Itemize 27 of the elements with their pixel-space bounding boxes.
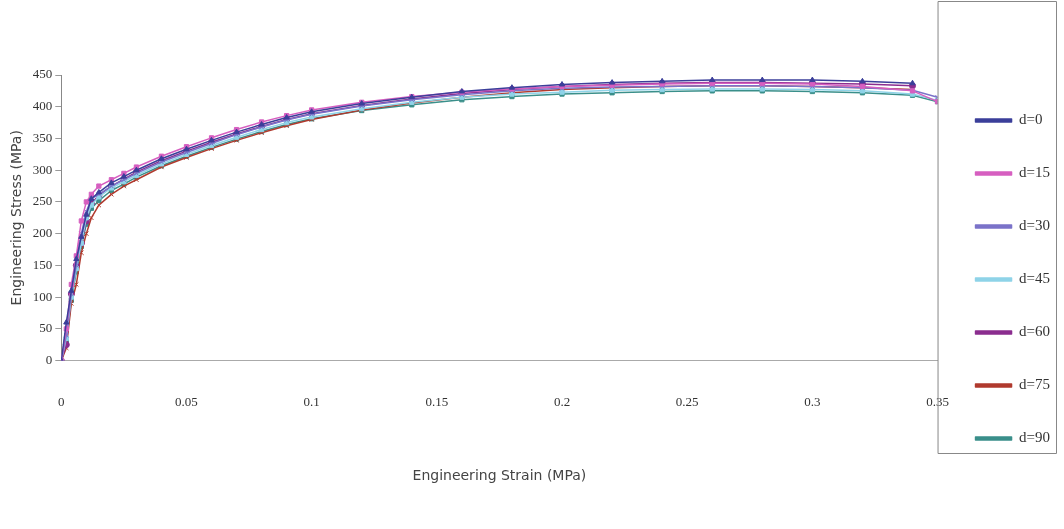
y-axis-title: Engineering Stress (MPa) (8, 130, 25, 306)
y-tick-label: 250 (32, 193, 53, 209)
y-tick-label: 0 (45, 352, 53, 368)
y-tick-label: 150 (32, 256, 53, 272)
legend-label: d=60 (1019, 323, 1051, 340)
legend-label: d=45 (1019, 270, 1051, 287)
y-tick-label: 100 (32, 288, 53, 304)
x-tick-label: 0.2 (553, 393, 571, 409)
y-tick-label: 300 (32, 161, 53, 177)
x-tick-label: 0.15 (425, 393, 449, 409)
legend-label: d=0 (1019, 111, 1043, 128)
legend-label: d=15 (1019, 164, 1051, 181)
x-tick-label: 0.05 (175, 393, 198, 409)
legend-label: d=30 (1019, 217, 1051, 234)
x-tick-label: 0.35 (926, 393, 949, 409)
y-tick-label: 400 (32, 98, 53, 114)
y-tick-label: 450 (32, 66, 53, 82)
y-tick-label: 350 (32, 129, 53, 145)
x-tick-label: 0.1 (303, 393, 320, 409)
x-tick-label: 0.3 (804, 393, 821, 409)
x-axis-title: Engineering Strain (MPa) (412, 467, 587, 484)
y-tick-label: 200 (32, 225, 53, 241)
legend-label: d=75 (1019, 376, 1051, 393)
x-tick-label: 0.25 (675, 393, 699, 409)
legend-label: d=90 (1019, 429, 1051, 446)
x-tick-label: 0 (58, 393, 65, 409)
y-tick-label: 50 (39, 320, 53, 336)
